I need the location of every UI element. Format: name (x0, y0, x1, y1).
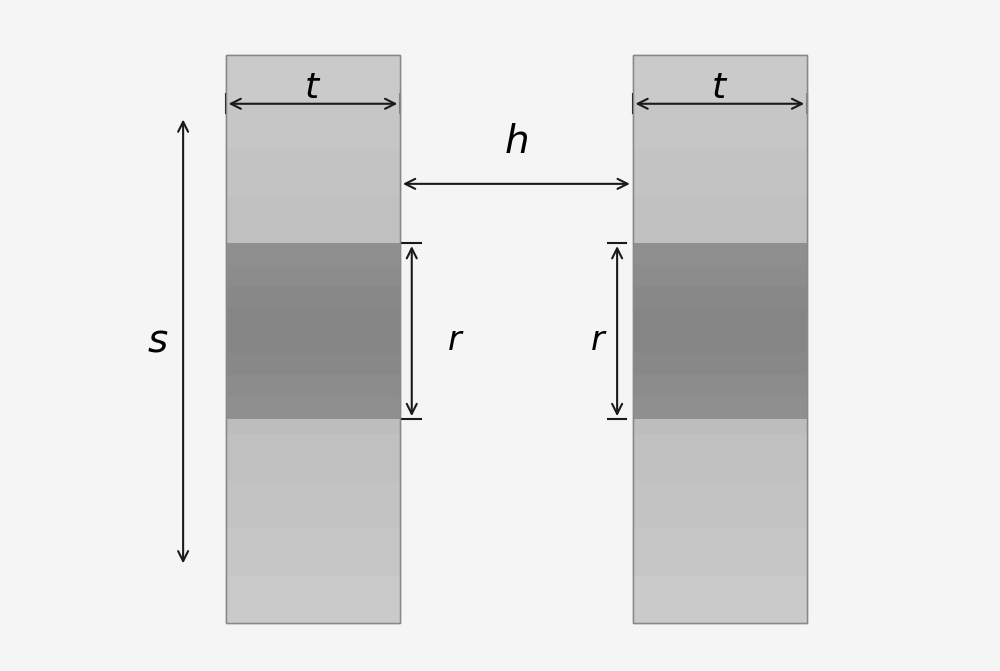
Bar (226, 309, 400, 331)
Bar (633, 397, 807, 419)
Bar (633, 386, 807, 433)
Text: $t$: $t$ (711, 71, 728, 105)
Bar (633, 339, 807, 386)
Bar (226, 386, 400, 433)
Text: $r$: $r$ (447, 325, 464, 358)
Bar (226, 55, 400, 102)
Bar (633, 265, 807, 287)
Bar (226, 54, 400, 623)
Text: $r$: $r$ (590, 325, 607, 358)
Bar (633, 287, 807, 309)
Bar (226, 433, 400, 481)
Bar (633, 481, 807, 528)
Bar (633, 309, 807, 331)
Bar (633, 433, 807, 481)
Bar (633, 291, 807, 339)
Bar (226, 481, 400, 528)
Bar (633, 244, 807, 291)
Bar (226, 244, 400, 419)
Bar (633, 244, 807, 419)
Bar (226, 375, 400, 397)
Bar (633, 150, 807, 197)
Bar (633, 576, 807, 623)
Text: $h$: $h$ (504, 123, 528, 160)
Bar (226, 397, 400, 419)
Bar (226, 576, 400, 623)
Bar (226, 331, 400, 353)
Text: $t$: $t$ (304, 71, 322, 105)
Bar (633, 54, 807, 623)
Bar (226, 265, 400, 287)
Bar (633, 331, 807, 353)
Bar (226, 150, 400, 197)
Bar (226, 102, 400, 150)
Bar (226, 291, 400, 339)
Bar (226, 528, 400, 576)
Bar (633, 353, 807, 375)
Bar (226, 353, 400, 375)
Bar (633, 197, 807, 244)
Bar (226, 287, 400, 309)
Text: $s$: $s$ (147, 323, 168, 360)
Bar (226, 244, 400, 265)
Bar (633, 55, 807, 102)
Bar (226, 339, 400, 386)
Bar (633, 244, 807, 265)
Bar (226, 54, 400, 623)
Bar (226, 244, 400, 291)
Bar (633, 102, 807, 150)
Bar (633, 375, 807, 397)
Bar (633, 528, 807, 576)
Bar (633, 54, 807, 623)
Bar (226, 197, 400, 244)
